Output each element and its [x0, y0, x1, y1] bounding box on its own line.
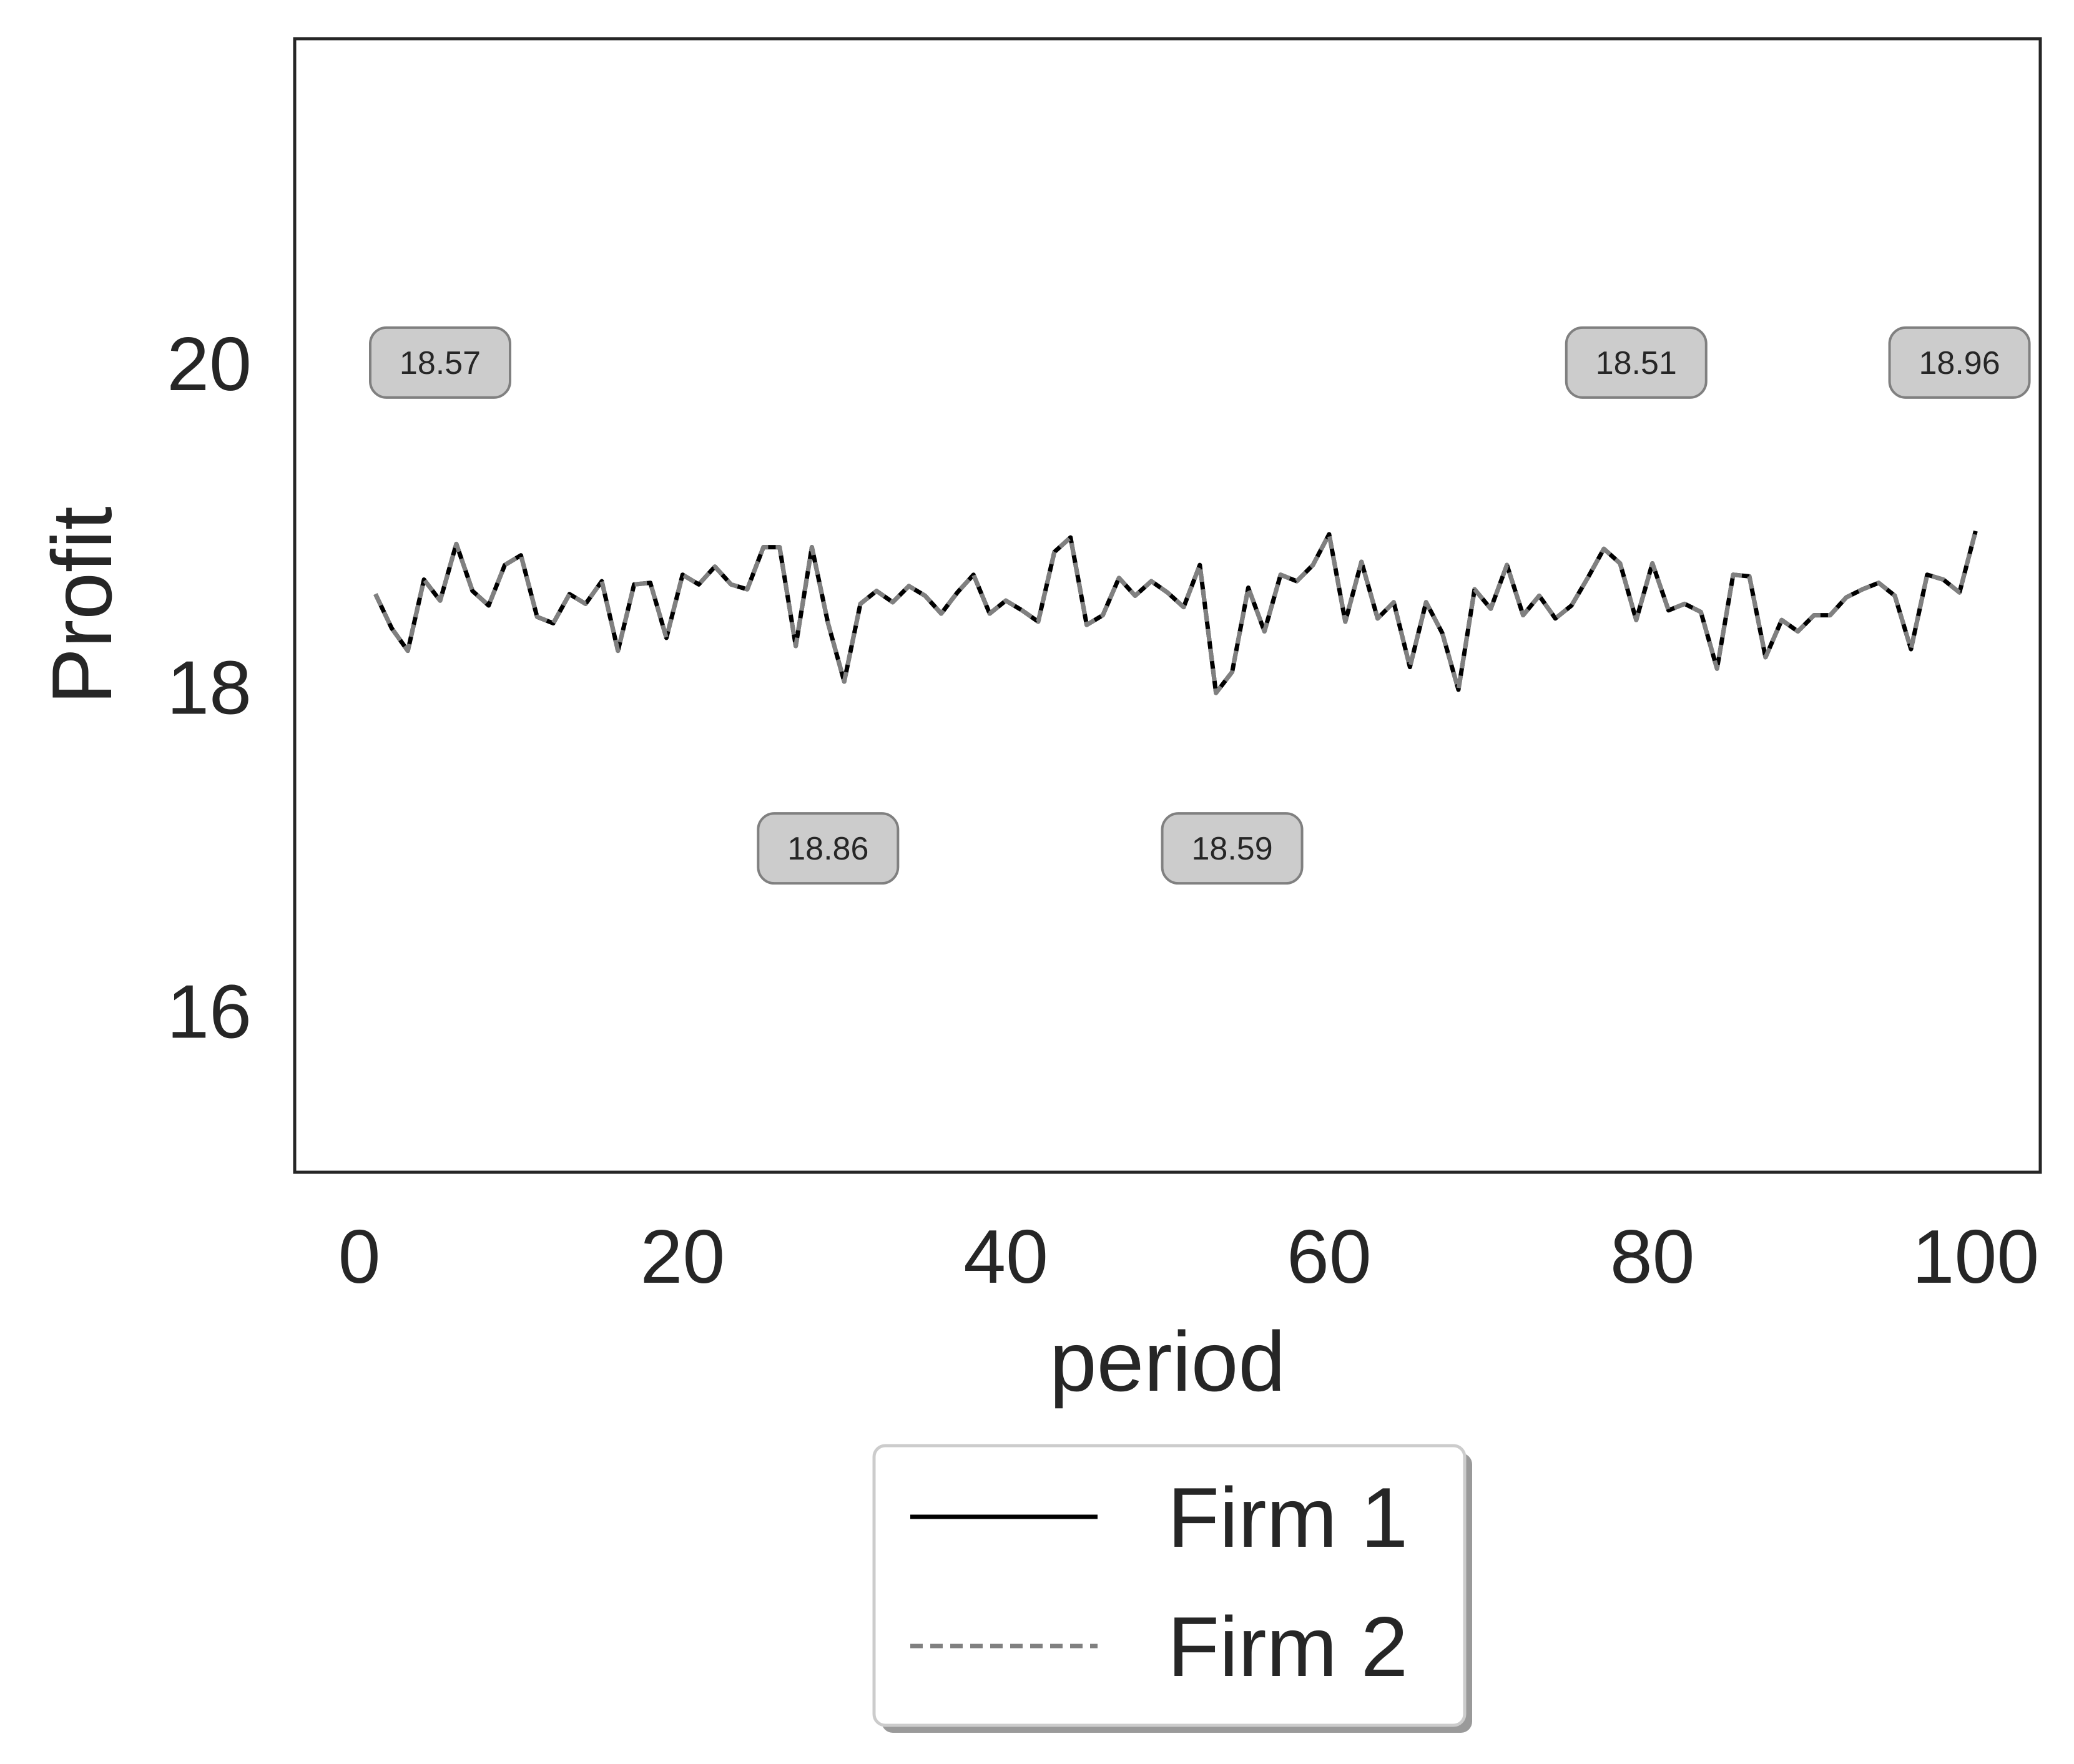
x-tick-label: 0: [338, 1214, 381, 1299]
annotation-label: 18.86: [787, 831, 868, 867]
y-tick-label: 16: [167, 969, 252, 1054]
series-layer: [373, 530, 1978, 695]
plot-frame: [293, 37, 2042, 1174]
annotation-label: 18.51: [1596, 345, 1677, 381]
x-tick-labels: 0 20 40 60 80 100: [338, 1214, 2040, 1299]
annotation-background: [1161, 812, 1304, 885]
x-tick-label: 80: [1610, 1214, 1695, 1299]
x-axis-label: period: [1049, 1314, 1285, 1409]
y-tick-label: 18: [167, 645, 252, 730]
annotation-background: [757, 812, 900, 885]
x-tick-label: 20: [640, 1214, 725, 1299]
annotation-box: 18.96: [1888, 326, 2031, 399]
annotation-background: [1565, 326, 1708, 399]
series-line-firm-2: [373, 530, 1978, 695]
annotation-box: 18.59: [1161, 812, 1304, 885]
annotation-background: [369, 326, 511, 399]
annotation-layer: 18.57 18.86 18.59 18.51 18.96: [369, 326, 2031, 885]
legend-label-firm-2: Firm 2: [1167, 1599, 1408, 1694]
annotation-box: 18.57: [369, 326, 511, 399]
y-axis-label: Profit: [34, 506, 129, 704]
annotation-box: 18.86: [757, 812, 900, 885]
x-tick-label: 60: [1287, 1214, 1372, 1299]
annotation-label: 18.57: [400, 345, 481, 381]
legend-label-firm-1: Firm 1: [1167, 1470, 1408, 1565]
y-tick-label: 20: [167, 321, 252, 406]
plot-area: [295, 39, 2040, 1172]
y-tick-labels: 16 18 20: [167, 321, 252, 1054]
x-tick-label: 40: [963, 1214, 1048, 1299]
x-tick-label: 100: [1912, 1214, 2040, 1299]
annotation-label: 18.59: [1191, 831, 1272, 867]
annotation-box: 18.51: [1565, 326, 1708, 399]
annotation-label: 18.96: [1919, 345, 2000, 381]
annotation-background: [1888, 326, 2031, 399]
legend: Firm 1 Firm 2: [872, 1444, 1472, 1733]
